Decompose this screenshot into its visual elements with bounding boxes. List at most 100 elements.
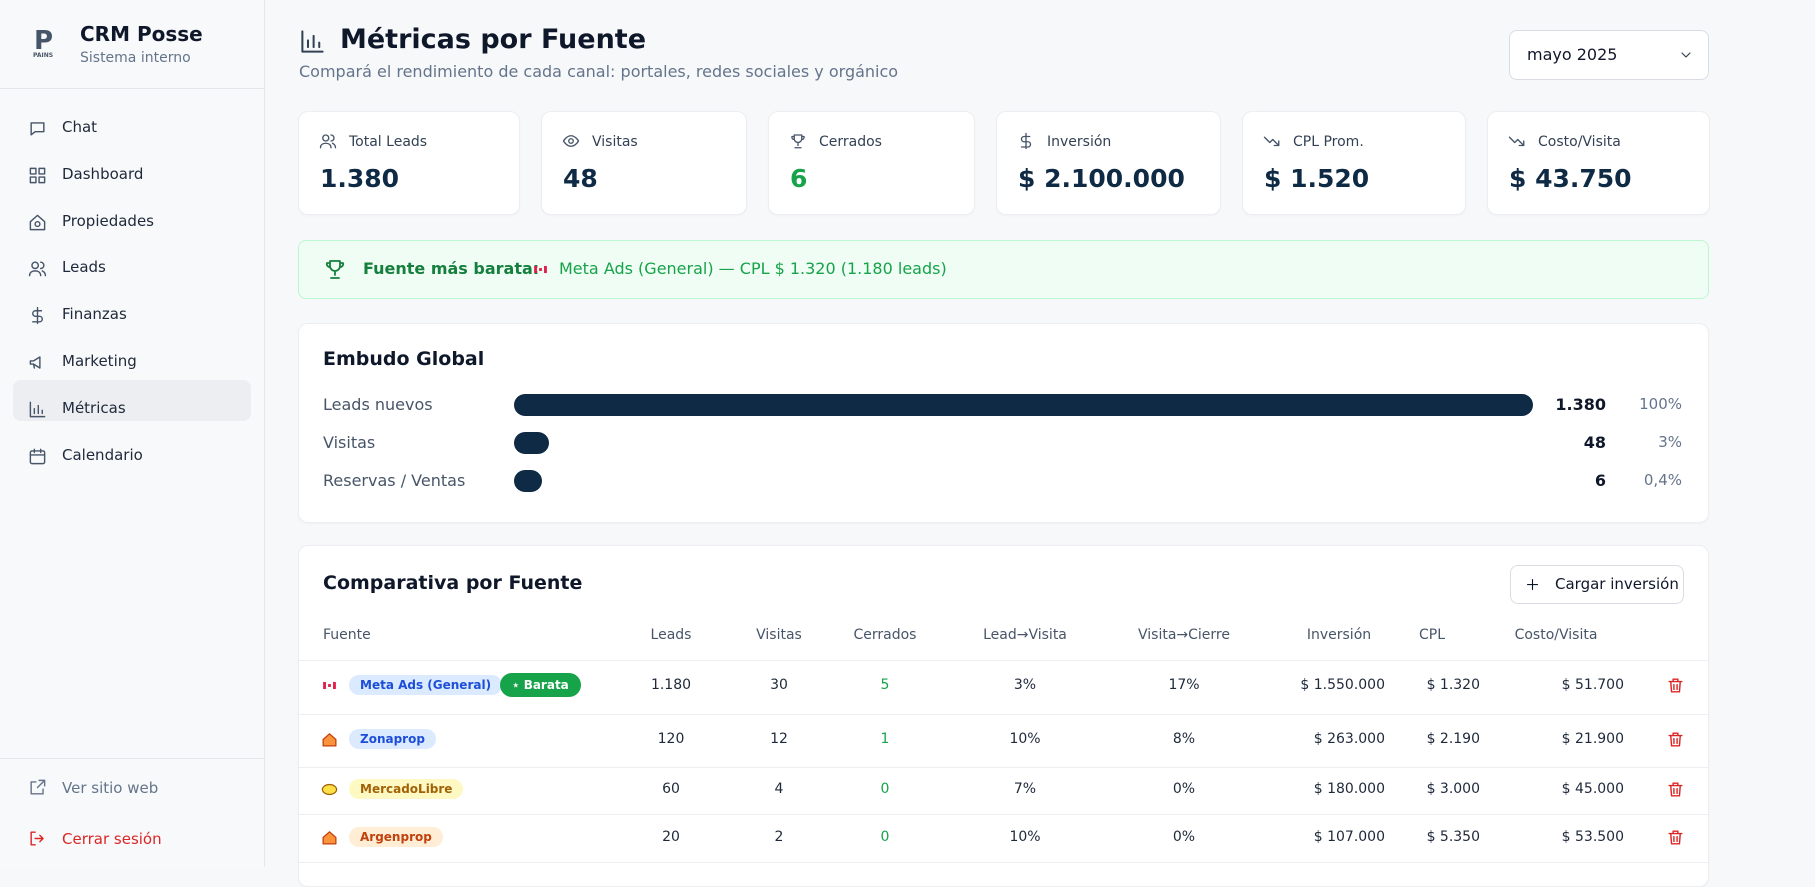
icon <box>1263 136 1280 147</box>
banner-label: Fuente más barata: <box>363 259 540 278</box>
icon <box>325 260 345 279</box>
cell: 60 <box>662 781 680 797</box>
icon <box>1681 52 1691 58</box>
funnel-percent: 100% <box>1639 395 1682 413</box>
icon <box>30 779 46 795</box>
delete-button[interactable] <box>1666 676 1685 695</box>
cell: 4 <box>774 781 784 797</box>
row-divider <box>299 814 1708 815</box>
kpi-value: 1.380 <box>320 164 400 193</box>
kpi-label: Visitas <box>592 134 638 150</box>
nav-item[interactable]: Propiedades <box>62 211 154 230</box>
active-nav-bg <box>13 379 251 421</box>
cell: 7% <box>1013 781 1037 797</box>
icon <box>1526 578 1539 591</box>
icon <box>29 448 46 464</box>
logo-caption: PAINS <box>33 52 54 59</box>
row-divider <box>299 862 1708 863</box>
icon <box>1508 136 1525 147</box>
column-header: Visitas <box>756 627 802 643</box>
divider <box>0 758 264 759</box>
icon <box>30 831 44 846</box>
nav-item[interactable]: Métricas <box>62 398 126 417</box>
cell: 17% <box>1168 677 1200 693</box>
row-divider <box>299 767 1708 768</box>
cell: 0% <box>1172 829 1196 845</box>
icon <box>30 122 45 136</box>
button-label: Cargar inversión <box>1555 575 1679 593</box>
row-divider <box>299 660 1708 661</box>
icon <box>319 134 337 149</box>
delete-button[interactable] <box>1666 828 1685 847</box>
cell: $ 21.900 <box>1561 731 1624 747</box>
kpi-card: CPL Prom. $ 1.520 <box>1242 111 1466 215</box>
column-header: Cerrados <box>853 627 917 643</box>
column-header: Visita→Cierre <box>1138 627 1230 643</box>
cell: 2 <box>774 829 784 845</box>
nav-item[interactable]: Calendario <box>62 445 143 464</box>
sidebar: P PAINS CRM Posse Sistema interno Chat Dashbo… <box>0 0 265 867</box>
cell: 8% <box>1172 731 1196 747</box>
delete-button[interactable] <box>1666 780 1685 799</box>
comparison-card: Comparativa por Fuente Cargar inversión Fu… <box>298 545 1709 887</box>
logout-link[interactable]: Cerrar sesión <box>62 830 162 848</box>
column-header: Leads <box>650 627 692 643</box>
column-header: Inversión <box>1306 627 1372 643</box>
page-subtitle: Compará el rendimiento de cada canal: po… <box>299 62 899 81</box>
nav-item[interactable]: Dashboard <box>62 164 144 183</box>
funnel-percent: 3% <box>1658 433 1682 451</box>
source-tag: Meta Ads (General) <box>349 675 503 695</box>
column-header: Lead→Visita <box>983 627 1067 643</box>
divider <box>0 88 264 89</box>
cell: 1.180 <box>650 677 692 693</box>
row-divider <box>299 714 1708 715</box>
kpi-card: Costo/Visita $ 43.750 <box>1487 111 1710 215</box>
cell: 5 <box>880 677 890 693</box>
column-header: CPL <box>1418 627 1446 643</box>
icon <box>29 356 41 369</box>
kpi-value: $ 43.750 <box>1509 164 1632 193</box>
cheapest-badge: ⋆ Barata <box>500 673 581 697</box>
cell: $ 1.550.000 <box>1300 677 1385 693</box>
footer-link[interactable]: Ver sitio web <box>62 779 159 797</box>
icon <box>301 30 324 53</box>
cell: 12 <box>770 731 788 747</box>
cell: 0% <box>1172 781 1196 797</box>
cell: $ 53.500 <box>1561 829 1624 845</box>
period-value: mayo 2025 <box>1527 45 1618 64</box>
kpi-value: 48 <box>563 164 598 193</box>
source-tag: Zonaprop <box>349 729 436 749</box>
nav-item[interactable]: Finanzas <box>62 305 127 324</box>
icon <box>322 831 337 845</box>
period-select[interactable]: mayo 2025 <box>1509 30 1709 80</box>
comparison-title: Comparativa por Fuente <box>323 572 583 594</box>
page: {"sidebar": { "logo": "P", "logo_caption… <box>0 0 1710 887</box>
best-source-banner: Fuente más barata: Meta Ads (General) — C… <box>298 240 1709 299</box>
cell: $ 1.320 <box>1426 677 1480 693</box>
page-title: Métricas por Fuente <box>340 24 647 55</box>
cell: $ 107.000 <box>1313 829 1385 845</box>
funnel-value: 6 <box>1594 471 1606 490</box>
kpi-label: Costo/Visita <box>1538 134 1621 150</box>
cell: $ 5.350 <box>1426 829 1480 845</box>
kpi-card: Cerrados 6 <box>768 111 975 215</box>
funnel-label: Leads nuevos <box>323 395 433 414</box>
icon <box>791 134 805 149</box>
icon <box>32 307 43 325</box>
kpi-card: Visitas 48 <box>541 111 747 215</box>
nav-item[interactable]: Chat <box>62 118 98 136</box>
icon <box>29 401 46 418</box>
funnel-value: 48 <box>1583 433 1606 452</box>
kpi-value: $ 1.520 <box>1264 164 1370 193</box>
nav-item[interactable]: Leads <box>62 258 106 277</box>
nav-item[interactable]: Marketing <box>62 352 137 370</box>
funnel-bar <box>514 394 1533 416</box>
cell: $ 51.700 <box>1561 677 1624 693</box>
add-investment-button[interactable]: Cargar inversión <box>1510 565 1684 604</box>
cell: 10% <box>1009 829 1041 845</box>
delete-button[interactable] <box>1666 730 1685 749</box>
cell: 0 <box>880 781 890 797</box>
cell: 0 <box>880 829 890 845</box>
kpi-card: Total Leads 1.380 <box>298 111 520 215</box>
cell: 10% <box>1009 731 1041 747</box>
